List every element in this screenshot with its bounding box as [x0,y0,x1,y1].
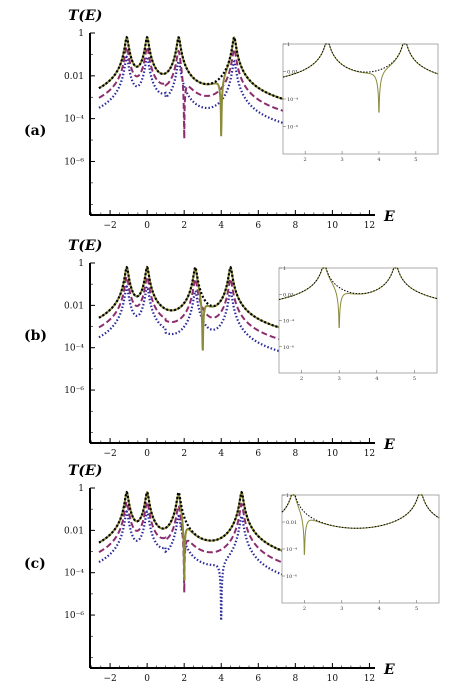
inset-frame [282,43,439,155]
x-tick-label: 6 [255,674,261,684]
y-tick-label: 10⁻⁶ [64,157,84,167]
x-tick-label: 10 [327,674,339,684]
inset-x-tick-label: 3 [340,157,343,163]
y-tick-label: 10⁻⁶ [64,386,84,396]
panel-label: (b) [24,328,47,344]
x-tick-label: 2 [181,449,187,459]
y-tick-label: 1 [78,29,84,39]
x-axis-label: E [383,209,395,225]
x-axis-label: E [383,437,395,453]
x-tick-label: 2 [181,221,187,231]
inset-x-tick-label: 3 [338,376,341,382]
x-tick-label: 8 [292,674,298,684]
x-tick-label: 4 [218,674,224,684]
inset-x-tick-label: 5 [413,376,416,382]
x-tick-label: 2 [181,674,187,684]
panel-label: (c) [24,556,46,572]
inset-black-curve [281,494,440,529]
inset-y-tick-label: 10⁻⁴ [287,97,298,103]
inset-y-tick-label: 1 [286,493,289,499]
x-axis-label: E [383,662,395,678]
y-axis-label: T(E) [68,463,102,479]
panel-label: (a) [24,123,46,139]
inset-y-tick-label: 0.01 [283,292,294,298]
x-tick-label: 6 [255,449,261,459]
inset-x-tick-label: 4 [378,606,381,612]
y-tick-label: 0.01 [64,526,84,536]
inset-x-tick-label: 3 [340,606,343,612]
x-tick-label: 0 [144,674,150,684]
inset-x-tick-label: 4 [377,157,380,163]
y-tick-label: 1 [78,259,84,269]
inset-y-tick-label: 10⁻⁶ [286,574,297,580]
y-tick-label: 10⁻⁴ [64,115,84,125]
inset-frame [281,494,440,604]
x-tick-label: 0 [144,449,150,459]
x-tick-label: 6 [255,221,261,231]
panel-1: −2 0 2 4 6 8 10 12 1 0.01 10⁻⁴ 10⁻⁶ T(E) E (b) 2 3 4 5 1 0.0… [24,238,438,459]
x-tick-label: −2 [103,449,116,459]
inset-x-tick-label: 4 [375,376,378,382]
inset-x-tick-label: 5 [414,157,417,163]
panel-0: −2 0 2 4 6 8 10 12 1 0.01 10⁻⁴ 10⁻⁶ T(E) E (a) 2 3 4 5 1 0.0… [24,8,439,231]
inset-black-curve [278,267,438,300]
inset-x-tick-label: 2 [300,376,303,382]
inset-y-tick-label: 0.01 [286,520,297,526]
inset-y-tick-label: 10⁻⁴ [286,547,297,553]
y-tick-label: 0.01 [64,301,84,311]
inset-x-tick-label: 2 [304,157,307,163]
x-tick-label: 8 [292,449,298,459]
inset-black-curve [282,43,439,78]
inset-2: 2 3 4 5 1 0.01 10⁻⁴ 10⁻⁶ [281,493,440,612]
inset-1: 2 3 4 5 1 0.01 10⁻⁴ 10⁻⁶ [278,266,438,382]
inset-y-tick-label: 10⁻⁶ [283,345,294,351]
inset-y-tick-label: 0.01 [287,70,298,76]
inset-frame [278,267,438,374]
x-tick-label: 10 [327,449,339,459]
x-tick-label: 0 [144,221,150,231]
inset-x-tick-label: 2 [303,606,306,612]
y-axis-label: T(E) [68,238,102,254]
blue-dotted-curve [98,510,374,621]
x-tick-label: 12 [364,221,375,231]
y-tick-label: 1 [78,484,84,494]
y-tick-label: 10⁻⁴ [64,344,84,354]
x-tick-label: 10 [327,221,339,231]
x-tick-label: 12 [364,449,375,459]
blue-dotted-curve [98,55,374,140]
inset-y-tick-label: 10⁻⁴ [283,319,294,325]
inset-y-tick-label: 1 [287,42,290,48]
x-tick-label: −2 [103,674,116,684]
x-tick-label: 8 [292,221,298,231]
panel-2: −2 0 2 4 6 8 10 12 1 0.01 10⁻⁴ 10⁻⁶ T(E) E (c) 2 3 4 5 1 0.0… [24,463,440,684]
x-tick-label: 4 [218,449,224,459]
x-tick-label: 4 [218,221,224,231]
y-tick-label: 0.01 [64,72,84,82]
y-axis-label: T(E) [68,8,102,24]
x-tick-label: 12 [364,674,375,684]
inset-x-tick-label: 5 [415,606,418,612]
y-tick-label: 10⁻⁶ [64,611,84,621]
inset-y-tick-label: 1 [283,266,286,272]
inset-0: 2 3 4 5 1 0.01 10⁻⁴ 10⁻⁶ [282,42,439,163]
x-tick-label: −2 [103,221,116,231]
y-tick-label: 10⁻⁴ [64,569,84,579]
inset-y-tick-label: 10⁻⁶ [287,125,298,131]
